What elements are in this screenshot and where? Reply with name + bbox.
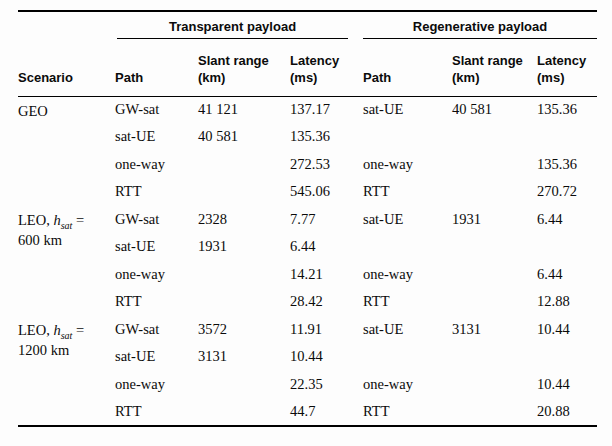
scenario-label: LEO, hsat = [18,322,84,338]
path-cell: sat-UE [115,344,198,372]
group-header-transparent: Transparent payload [115,11,363,39]
path-cell [363,124,452,152]
path-cell: GW-sat [115,206,198,234]
latency-cell [537,124,597,152]
column-header-slant-range: Slant range (km) [198,39,290,96]
scenario-cell: LEO, hsat = 600 km [18,206,115,316]
slant-range-cell [452,179,537,207]
latency-cell: 135.36 [537,151,597,179]
slant-range-cell [198,151,290,179]
latency-cell: 10.44 [537,316,597,344]
slant-range-cell [198,371,290,399]
latency-cell: 270.72 [537,179,597,207]
latency-comparison-table: Transparent payload Regenerative payload… [18,10,597,427]
latency-cell: 10.44 [537,371,597,399]
latency-cell: 135.36 [290,124,363,152]
path-cell: RTT [115,399,198,427]
latency-cell: 6.44 [290,234,363,262]
slant-range-cell [452,124,537,152]
scenario-label: GEO [18,103,48,119]
column-header-slant-range: Slant range (km) [452,39,537,96]
slant-range-cell [452,234,537,262]
group-header-regenerative: Regenerative payload [363,11,597,39]
slant-range-cell: 1931 [198,234,290,262]
scenario-label-line2: 600 km [18,231,111,251]
slant-range-cell: 41 121 [198,96,290,124]
latency-cell: 135.36 [537,96,597,124]
path-cell: sat-UE [363,96,452,124]
path-cell: one-way [363,371,452,399]
slant-range-cell [452,261,537,289]
latency-cell: 6.44 [537,261,597,289]
group-header-spacer [18,11,115,39]
scenario-cell: LEO, hsat = 1200 km [18,316,115,426]
path-cell: RTT [115,289,198,317]
slant-range-cell: 3131 [198,344,290,372]
slant-range-cell [452,371,537,399]
scenario-cell: GEO [18,96,115,206]
slant-range-cell: 1931 [452,206,537,234]
path-cell: RTT [363,399,452,427]
path-cell: sat-UE [363,206,452,234]
latency-cell: 11.91 [290,316,363,344]
latency-cell: 545.06 [290,179,363,207]
path-cell: one-way [115,371,198,399]
slant-range-cell: 40 581 [198,124,290,152]
latency-cell: 12.88 [537,289,597,317]
slant-range-cell [198,179,290,207]
slant-range-cell: 3131 [452,316,537,344]
path-cell: one-way [115,261,198,289]
group-header-row: Transparent payload Regenerative payload [18,11,597,39]
slant-range-cell [198,399,290,427]
path-cell [363,234,452,262]
slant-range-cell [452,399,537,427]
path-cell: sat-UE [363,316,452,344]
path-cell [363,344,452,372]
table-row: GEO GW-sat 41 121 137.17 sat-UE 40 581 1… [18,96,597,124]
latency-cell: 7.77 [290,206,363,234]
latency-cell [537,234,597,262]
latency-cell: 28.42 [290,289,363,317]
latency-cell: 22.35 [290,371,363,399]
slant-range-cell: 40 581 [452,96,537,124]
slant-range-cell [452,151,537,179]
slant-range-cell: 2328 [198,206,290,234]
slant-range-cell [198,289,290,317]
path-cell: one-way [363,261,452,289]
path-cell: RTT [115,179,198,207]
column-header-path: Path [363,39,452,96]
column-header-row: Scenario Path Slant range (km) Latency (… [18,39,597,96]
satellite-latency-table: Transparent payload Regenerative payload… [18,10,597,427]
path-cell: one-way [363,151,452,179]
scenario-label: LEO, hsat = [18,212,84,228]
path-cell: sat-UE [115,124,198,152]
latency-cell [537,344,597,372]
group-label-regenerative: Regenerative payload [363,20,597,39]
latency-cell: 272.53 [290,151,363,179]
path-cell: GW-sat [115,96,198,124]
scenario-label-line2: 1200 km [18,341,111,361]
path-cell: GW-sat [115,316,198,344]
latency-cell: 6.44 [537,206,597,234]
slant-range-cell [452,289,537,317]
group-label-transparent: Transparent payload [117,20,348,39]
table-row: LEO, hsat = 600 km GW-sat 2328 7.77 sat-… [18,206,597,234]
column-header-latency: Latency (ms) [537,39,597,96]
column-header-latency: Latency (ms) [290,39,363,96]
table-row: LEO, hsat = 1200 km GW-sat 3572 11.91 sa… [18,316,597,344]
latency-cell: 14.21 [290,261,363,289]
latency-cell: 44.7 [290,399,363,427]
column-header-scenario: Scenario [18,39,115,96]
slant-range-cell [452,344,537,372]
latency-cell: 137.17 [290,96,363,124]
path-cell: sat-UE [115,234,198,262]
column-header-path: Path [115,39,198,96]
latency-cell: 20.88 [537,399,597,427]
slant-range-cell [198,261,290,289]
latency-cell: 10.44 [290,344,363,372]
slant-range-cell: 3572 [198,316,290,344]
path-cell: RTT [363,179,452,207]
path-cell: one-way [115,151,198,179]
path-cell: RTT [363,289,452,317]
